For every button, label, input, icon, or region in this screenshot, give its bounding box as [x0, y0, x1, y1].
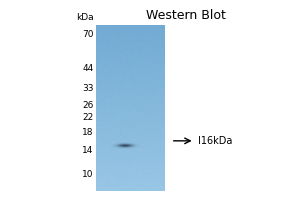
Text: Western Blot: Western Blot — [146, 9, 226, 22]
Text: 10: 10 — [82, 170, 94, 179]
Text: 22: 22 — [82, 113, 94, 122]
Text: Ⅰ16kDa: Ⅰ16kDa — [198, 136, 232, 146]
Text: 70: 70 — [82, 30, 94, 39]
Text: 26: 26 — [82, 101, 94, 110]
Text: 33: 33 — [82, 84, 94, 93]
Text: 18: 18 — [82, 128, 94, 137]
Text: kDa: kDa — [76, 13, 94, 22]
Text: 14: 14 — [82, 146, 94, 155]
Text: 44: 44 — [82, 64, 94, 73]
